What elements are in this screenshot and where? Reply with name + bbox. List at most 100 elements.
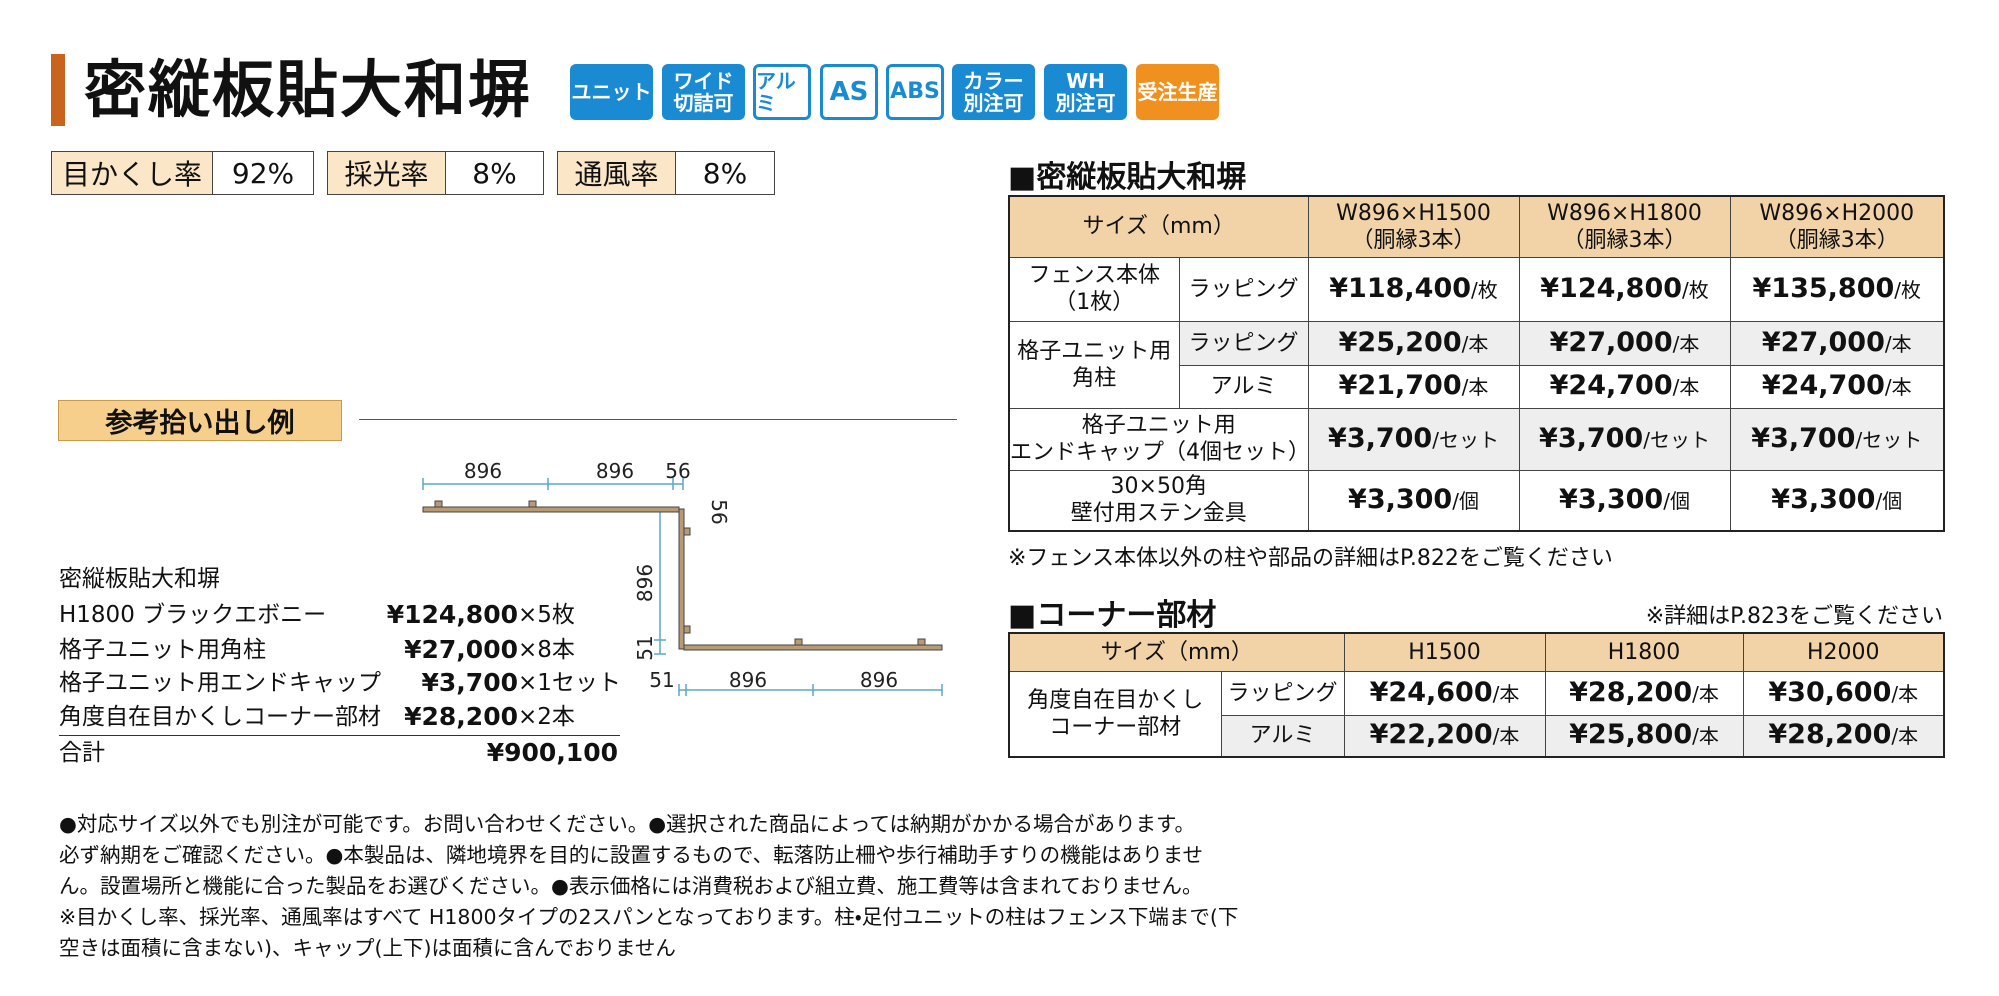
finish-cell: ラッピング bbox=[1220, 670, 1345, 716]
column-header: W896×H1800 （胴縁3本） bbox=[1518, 195, 1731, 258]
price: ¥135,800 bbox=[1752, 272, 1895, 304]
item-line: フェンス本体 bbox=[1028, 263, 1161, 288]
badge-text: カラー bbox=[963, 69, 1024, 93]
dimension-label: 56 bbox=[707, 499, 731, 524]
price-cell: ¥22,200/本 bbox=[1343, 714, 1546, 758]
title-bar bbox=[51, 54, 65, 126]
price: ¥3,700 bbox=[1328, 422, 1433, 454]
price-cell: ¥3,300/個 bbox=[1518, 469, 1731, 532]
section-title: ■コーナー部材 bbox=[1008, 598, 1217, 633]
header-line: （胴縁3本） bbox=[1774, 227, 1899, 253]
price: ¥24,700 bbox=[1761, 370, 1885, 401]
title: 密縦板貼大和塀 bbox=[84, 53, 533, 126]
price-cell: ¥24,700/本 bbox=[1729, 364, 1945, 409]
finish-cell: アルミ bbox=[1220, 714, 1345, 758]
badge-text: ユニット bbox=[571, 80, 652, 104]
unit: /本 bbox=[1891, 724, 1919, 749]
item-line: 格子ユニット用 bbox=[1081, 413, 1236, 438]
badge-text: 受注生産 bbox=[1137, 80, 1218, 104]
ratio-label: 目かくし率 bbox=[52, 152, 213, 194]
unit: /本 bbox=[1461, 375, 1489, 399]
price: ¥118,400 bbox=[1329, 272, 1472, 304]
badge-text: AS bbox=[829, 77, 869, 107]
price: ¥30,600 bbox=[1768, 676, 1892, 708]
ratio-box: 採光率 8% bbox=[327, 151, 544, 195]
unit: /セット bbox=[1855, 427, 1923, 452]
item-price: ¥27,000 bbox=[404, 635, 518, 664]
unit: /枚 bbox=[1894, 277, 1922, 302]
column-header: H1800 bbox=[1544, 632, 1744, 672]
table-note: ※フェンス本体以外の柱や部品の詳細はP.822をご覧ください bbox=[1008, 546, 1613, 571]
layout-diagram: 896 896 56 56 896 51 51 896 896 bbox=[422, 459, 943, 696]
badge-text: 別注可 bbox=[1055, 91, 1116, 115]
ratio-value: 8% bbox=[702, 156, 748, 190]
column-header: H1500 bbox=[1343, 632, 1546, 672]
price-cell: ¥3,700/セット bbox=[1729, 407, 1945, 471]
price: ¥28,200 bbox=[1569, 676, 1693, 708]
fence-price-table: サイズ（mm） W896×H1500 （胴縁3本） W896×H1800 （胴縁3本… bbox=[1008, 195, 1946, 532]
size-header: サイズ（mm） bbox=[1008, 632, 1345, 672]
badge: アルミ bbox=[753, 64, 811, 120]
item-name: 格子ユニット用エンドキャップ bbox=[59, 670, 381, 696]
item-name: 角度自在目かくしコーナー部材 bbox=[59, 704, 381, 730]
price: ¥21,700 bbox=[1338, 370, 1462, 401]
item-qty: ×8本 bbox=[518, 637, 575, 663]
ratio-value: 8% bbox=[472, 156, 517, 190]
badge-text: 切詰可 bbox=[673, 91, 734, 115]
total-price: ¥900,100 bbox=[486, 738, 618, 767]
unit: /本 bbox=[1884, 331, 1912, 356]
unit: /本 bbox=[1692, 681, 1719, 706]
price-cell: ¥3,700/セット bbox=[1307, 407, 1520, 471]
unit: /本 bbox=[1492, 681, 1520, 706]
column-header: W896×H1500 （胴縁3本） bbox=[1307, 195, 1520, 258]
example-product: 密縦板貼大和塀 bbox=[59, 566, 220, 592]
item-price: ¥3,700 bbox=[421, 668, 518, 697]
finish-cell: ラッピング bbox=[1178, 256, 1309, 322]
price-cell: ¥3,300/個 bbox=[1307, 469, 1520, 532]
finish-cell: アルミ bbox=[1178, 364, 1309, 409]
ratio-label: 通風率 bbox=[558, 152, 676, 194]
dimension-label: 51 bbox=[633, 635, 657, 660]
badge-text: アルミ bbox=[756, 69, 796, 115]
price: ¥3,300 bbox=[1771, 483, 1876, 515]
item-price: ¥124,800 bbox=[386, 600, 518, 629]
price-cell: ¥27,000/本 bbox=[1518, 320, 1731, 366]
ratio-box: 目かくし率 92% bbox=[51, 151, 314, 195]
price: ¥24,700 bbox=[1549, 370, 1673, 401]
item-line: 角柱 bbox=[1072, 365, 1117, 391]
unit: /本 bbox=[1672, 375, 1700, 399]
column-header: H2000 bbox=[1742, 632, 1945, 672]
item-cell: 角度自在目かくし コーナー部材 bbox=[1008, 670, 1222, 758]
badge-text: ABS bbox=[890, 79, 940, 104]
badge: ワイド 切詰可 bbox=[662, 64, 745, 120]
unit: /枚 bbox=[1471, 277, 1498, 302]
price: ¥27,000 bbox=[1761, 326, 1885, 358]
header-line: W896×H2000 bbox=[1759, 200, 1915, 226]
dimension-label: 896 bbox=[729, 668, 767, 692]
badge: WH 別注可 bbox=[1044, 64, 1127, 120]
unit: /セット bbox=[1432, 427, 1499, 452]
price: ¥28,200 bbox=[1768, 719, 1892, 751]
price-cell: ¥25,800/本 bbox=[1544, 714, 1744, 758]
price-cell: ¥3,300/個 bbox=[1729, 469, 1945, 532]
item-line: （1枚） bbox=[1054, 290, 1135, 315]
price-cell: ¥124,800/枚 bbox=[1518, 256, 1731, 322]
item-line: コーナー部材 bbox=[1049, 714, 1182, 740]
unit: /個 bbox=[1875, 488, 1903, 513]
footer-line: ※目かくし率、採光率、通風率はすべて H1800タイプの2スパンとなっております… bbox=[59, 905, 1239, 929]
section-title: ■密縦板貼大和塀 bbox=[1008, 160, 1247, 195]
ratio-box: 通風率 8% bbox=[557, 151, 775, 195]
price-cell: ¥30,600/本 bbox=[1742, 670, 1945, 716]
total-rule bbox=[59, 735, 620, 736]
item-line: 格子ユニット用 bbox=[1017, 338, 1172, 364]
unit: /本 bbox=[1672, 331, 1700, 356]
price: ¥3,700 bbox=[1539, 422, 1644, 454]
header-line: W896×H1500 bbox=[1336, 200, 1491, 226]
item-cell: フェンス本体 （1枚） bbox=[1008, 256, 1180, 322]
rule bbox=[359, 419, 957, 420]
footer-line: ん。設置場所と機能に合った製品をお選びください。●表示価格には消費税および組立費… bbox=[59, 874, 1203, 898]
unit: /本 bbox=[1461, 331, 1489, 356]
corner-price-table: サイズ（mm） H1500 H1800 H2000 角度自在目かくし コーナー部材… bbox=[1008, 632, 1946, 758]
badge: ABS bbox=[886, 64, 944, 120]
